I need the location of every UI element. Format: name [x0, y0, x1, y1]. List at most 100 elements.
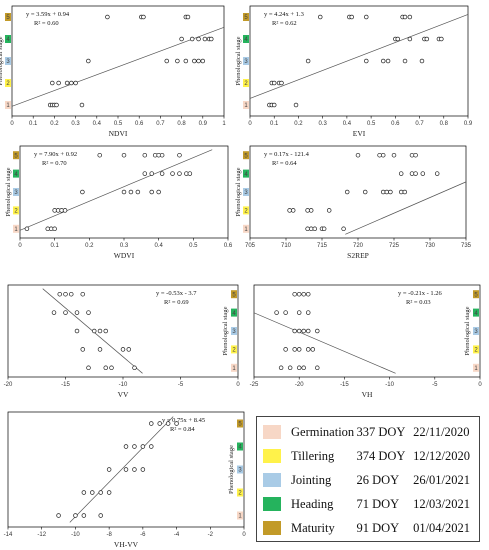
ndvi-data-point — [175, 58, 180, 64]
vh-x-axis-title: VH — [362, 390, 373, 399]
evi-data-point — [293, 102, 299, 108]
legend-swatch-jointing — [263, 473, 281, 487]
s2rep-trend-line — [345, 181, 467, 235]
ndvi-x-tick-label: 0.8 — [177, 121, 186, 127]
s2rep-stage-box — [243, 188, 249, 196]
ndvi-data-point — [79, 102, 85, 108]
vh-x-tick-label: -25 — [250, 382, 259, 388]
ndvi-data-point — [192, 58, 197, 64]
evi-y-tick-label: 4 — [244, 37, 248, 43]
vhvv-data-point — [149, 421, 154, 426]
vh-data-point — [292, 347, 297, 352]
vh-data-point — [296, 310, 302, 315]
ndvi-y-tick-label: 3 — [6, 59, 10, 65]
vh-data-point — [301, 291, 306, 297]
vv-data-point — [63, 291, 68, 297]
vh-equation: y = -0.21x - 1.26 — [398, 290, 442, 297]
vh-data-point — [315, 365, 320, 371]
vhvv-stage-box — [237, 442, 243, 451]
evi-data-point — [402, 14, 408, 20]
s2rep-stage-box — [243, 206, 249, 215]
evi-x-tick-label: 0.3 — [318, 121, 327, 127]
vh-stage-box — [473, 290, 479, 299]
vhvv-data-point — [165, 421, 171, 426]
ndvi-y-tick-label: 4 — [6, 37, 10, 43]
vh-stage-box — [473, 345, 479, 354]
vv-y-axis-title: Phenological stage — [222, 306, 229, 355]
vh-data-point — [305, 347, 311, 352]
ndvi-y-tick-label: 2 — [6, 81, 10, 87]
s2rep-chart: 705 710 715 720 725 730 735 1 2 3 4 5 Phenological s… — [235, 145, 472, 260]
evi-data-point — [364, 14, 369, 20]
s2rep-stage-box — [243, 151, 249, 160]
vh-y-axis-title: Phenological stage — [464, 306, 471, 355]
s2rep-data-point — [362, 189, 368, 195]
s2rep-y-tick-label: 3 — [244, 190, 248, 196]
s2rep-y-tick-label: 4 — [244, 172, 248, 178]
wdvi-data-point — [149, 189, 154, 195]
wdvi-data-point — [121, 152, 127, 158]
wdvi-trend-line — [19, 149, 213, 231]
ndvi-equation: y = 3.59x + 0.94 — [26, 11, 70, 18]
vh-data-point — [315, 328, 320, 334]
evi-data-point — [364, 58, 369, 64]
ndvi-data-point — [200, 58, 206, 64]
vhvv-data-point — [140, 444, 146, 449]
vhvv-data-point — [140, 467, 146, 472]
vv-x-tick-label: 0 — [236, 382, 240, 388]
vh-data-point — [301, 328, 306, 334]
vv-data-point — [97, 328, 103, 334]
evi-data-point — [271, 80, 277, 86]
vhvv-data-point — [149, 444, 154, 449]
s2rep-data-point — [305, 226, 310, 232]
vh-y-tick-label: 1 — [474, 366, 478, 372]
wdvi-data-point — [121, 189, 127, 195]
vv-data-point — [126, 347, 131, 352]
ndvi-data-point — [50, 80, 55, 86]
s2rep-equation: y = 0.17x - 121.4 — [264, 151, 310, 158]
wdvi-y-tick-label: 1 — [14, 227, 18, 233]
vv-plot-frame — [7, 284, 239, 378]
vhvv-y-tick-label: 1 — [238, 514, 242, 520]
wdvi-data-point — [156, 189, 161, 195]
s2rep-data-point — [308, 226, 314, 232]
ndvi-x-tick-label: 0.9 — [199, 121, 208, 127]
vh-data-point — [296, 291, 302, 297]
evi-equation: y = 4.24x + 1.3 — [264, 11, 304, 18]
vv-equation: y = -0.53x - 3.7 — [156, 290, 197, 297]
legend-swatch-heading — [263, 497, 281, 511]
s2rep-x-tick-label: 715 — [317, 243, 328, 249]
wdvi-stage-box — [13, 224, 19, 233]
vv-data-point — [57, 291, 62, 297]
vhvv-data-point — [123, 467, 129, 472]
vv-y-tick-label: 5 — [232, 292, 236, 298]
vv-data-point — [63, 310, 68, 315]
ndvi-x-tick-label: 0.4 — [93, 121, 102, 127]
vv-stage-box — [231, 290, 237, 299]
s2rep-data-point — [380, 152, 386, 158]
vv-data-point — [120, 347, 126, 352]
legend-date: 26/01/2021 — [413, 472, 471, 487]
vhvv-data-point — [81, 490, 87, 495]
vv-stage-box — [231, 363, 237, 372]
vh-stage-box — [473, 363, 479, 372]
wdvi-x-tick-label: 0 — [18, 243, 22, 249]
vh-data-point — [292, 291, 297, 297]
vv-data-point — [51, 310, 57, 315]
ndvi-data-point — [56, 80, 61, 86]
wdvi-data-point — [80, 189, 85, 195]
vv-y-tick-label: 2 — [232, 348, 236, 354]
s2rep-x-tick-label: 735 — [461, 243, 472, 249]
vv-x-tick-label: -20 — [4, 382, 13, 388]
evi-x-tick-label: 0.2 — [294, 121, 303, 127]
s2rep-data-point — [312, 226, 318, 232]
s2rep-data-point — [398, 171, 404, 176]
legend-doy: 91 DOY — [356, 520, 400, 535]
legend-stage-label: Germination — [291, 424, 355, 439]
evi-x-tick-label: 0.4 — [343, 121, 352, 127]
wdvi-data-point — [149, 171, 154, 176]
wdvi-x-tick-label: 0.2 — [85, 243, 94, 249]
vv-y-tick-label: 4 — [232, 311, 236, 317]
vhvv-chart: -14 -12 -10 -8 -6 -4 -2 0 1 2 3 4 5 Phenological stag… — [4, 411, 246, 549]
wdvi-x-tick-label: 0.5 — [189, 243, 198, 249]
